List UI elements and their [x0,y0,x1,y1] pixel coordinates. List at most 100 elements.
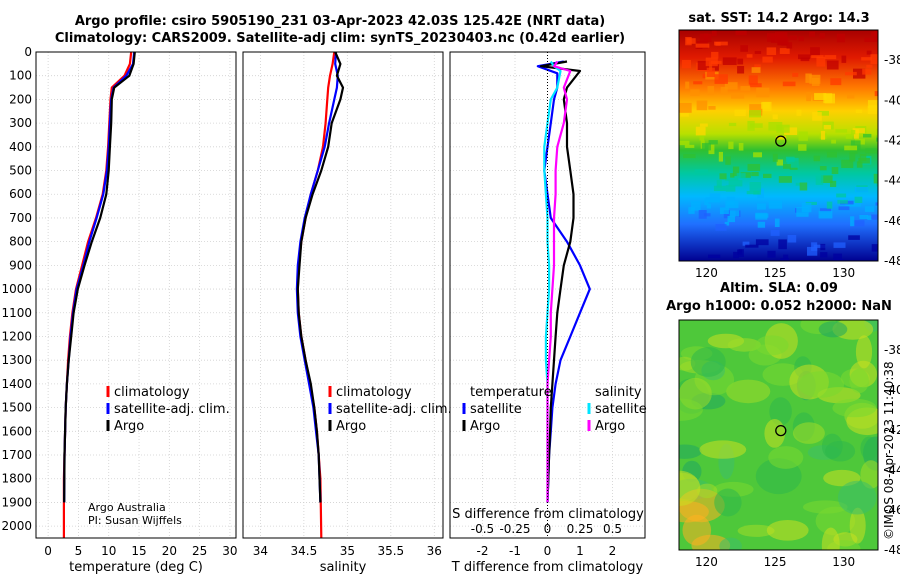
sst-map-cell [870,54,878,65]
sla-map-title-line2: Argo h1000: 0.052 h2000: NaN [666,299,892,314]
sst-map-cell [746,54,753,58]
sst-map-cell [723,210,730,219]
sst-map-cell [876,128,878,138]
sla-map-blob [837,480,877,515]
sst-map-cell [750,123,763,128]
sst-map-cell [810,47,820,56]
sst-map-cell [768,200,783,209]
sst-map-lat-tick-label: -46 [884,214,900,228]
sst-map-cell [679,140,690,146]
sst-map-cell [680,113,689,117]
sst-map-cell [724,221,730,226]
sst-map-cell [706,67,715,77]
sst-map-cell [850,216,855,227]
depth-tick-label: 1800 [1,472,32,486]
sst-map-cell [753,152,762,158]
sst-map-cell [787,157,799,168]
sla-map-lat-tick-label: -46 [884,503,900,517]
sst-map-cell [694,169,709,176]
sst-map-cell [718,151,723,162]
sst-map-lat-tick-label: -48 [884,254,900,268]
sst-map-cell [820,208,831,213]
sst-map-cell [746,190,760,195]
sst-map-cell [873,173,878,184]
sst-map-cell [848,235,860,240]
sla-map-blob [755,335,789,356]
sst-map-cell [871,214,878,220]
sla-map-blob [832,398,877,418]
salinity-panel: 34 34.5 35 35.5 36 salinity climatology satelli… [242,51,452,575]
sst-map-cell [877,33,878,41]
sst-map-cell [801,202,812,213]
sst-map-cell [806,91,811,102]
legend-label: Argo [595,419,625,434]
sst-map-cell [813,155,821,162]
s-diff-tick-label: 0.25 [567,522,594,536]
sst-map-cell [756,87,770,98]
sst-map-cell [733,251,739,259]
sst-map-cell [864,206,875,212]
salinity-series-argo [296,51,345,503]
sla-map-blob [690,347,726,377]
sst-map-cell [867,215,873,220]
sst-map-cell [708,106,716,110]
sla-map-blob [769,397,792,426]
difference-series-satellite [536,60,591,503]
sst-map-cell [725,185,736,192]
sla-map-frame [678,319,879,551]
sst-map-cell [695,126,706,136]
sst-map-cell [693,81,703,85]
sst-map-cell [738,142,744,151]
sst-map-cell [770,230,780,236]
sst-map-cell [748,75,758,85]
sst-map-cell [715,224,727,231]
depth-tick-label: 1100 [1,306,32,320]
sla-map-title-line1: Altim. SLA: 0.09 [720,281,838,296]
sst-map-cell [695,43,710,48]
temperature-xlabel: temperature (deg C) [69,560,203,575]
sst-map-cell [818,210,833,219]
sst-float-marker [775,135,787,147]
credit-line1: Argo Australia [88,501,166,514]
sst-map-cell [833,253,842,261]
sst-map-lat-tick-label: -42 [884,133,900,147]
sst-map-cell [715,42,721,46]
sst-map-cell [795,182,801,186]
sst-map-cell [820,130,826,140]
difference-xtick-label: 1 [576,544,584,558]
depth-tick-label: 1600 [1,424,32,438]
depth-tick-label: 0 [24,45,32,59]
sst-map-cell [859,154,867,162]
sst-map-cell [708,144,715,155]
sst-map-cell [850,140,861,150]
sst-map-cell [854,187,869,193]
sst-map-cell [876,135,878,142]
sst-map-cell [737,58,744,65]
sst-map-cell [740,86,751,91]
sst-map-cell [831,167,839,174]
sst-map-cell [786,42,793,49]
sst-map-cell [728,122,737,127]
depth-tick-label: 2000 [1,519,32,533]
sst-map-cell [836,33,845,43]
sst-map-cell [831,139,836,144]
sst-map-cell [740,172,751,178]
main-title-line1: Argo profile: csiro 5905190_231 03-Apr-2… [74,14,606,29]
sst-map-cell [702,73,708,79]
sla-map-lon-tick-label: 130 [832,555,855,569]
sst-map-cell [823,125,831,130]
sla-map-blob [696,483,718,499]
sst-map-cell [836,193,847,198]
sst-map-cell [763,173,772,178]
sst-map-cell [690,89,700,96]
sst-map-cell [798,144,807,151]
legend-label: satellite-adj. clim. [336,402,452,417]
sst-map-cell [745,244,759,248]
sst-map-cell [724,175,739,181]
sst-map-cell [875,202,878,206]
sla-map-blob [825,440,856,462]
depth-tick-label: 600 [9,187,32,201]
sst-map-cell [730,173,735,178]
sst-map-cell [841,159,854,168]
sst-map-cell [784,127,798,135]
